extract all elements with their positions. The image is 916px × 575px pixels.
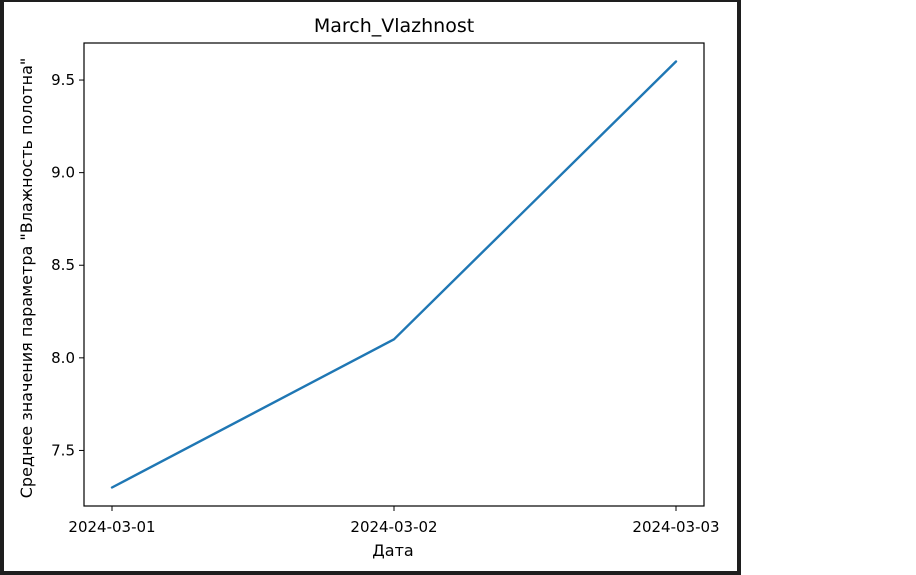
y-tick-label: 8.0	[51, 349, 75, 367]
frame-border-top	[0, 0, 741, 2]
frame-border-left	[0, 0, 4, 575]
x-axis: 2024-03-01 2024-03-02 2024-03-03	[68, 506, 720, 536]
y-tick-label: 8.5	[51, 256, 75, 274]
y-tick-label: 7.5	[51, 441, 75, 459]
y-axis: 7.5 8.0 8.5 9.0 9.5	[51, 71, 84, 459]
chart-title: March_Vlazhnost	[314, 15, 474, 37]
x-tick-label: 2024-03-03	[632, 518, 719, 536]
x-tick-label: 2024-03-02	[350, 518, 437, 536]
x-axis-title: Дата	[372, 541, 413, 560]
y-tick-label: 9.0	[51, 164, 75, 182]
y-tick-label: 9.5	[51, 71, 75, 89]
series-layer	[110, 60, 678, 489]
frame-border-right	[737, 0, 741, 575]
series-line	[110, 60, 678, 489]
y-axis-title: Среднее значения параметра "Влажность по…	[17, 58, 36, 499]
frame-border-bottom	[0, 571, 741, 575]
plot-area-frame	[83, 42, 705, 507]
x-tick-label: 2024-03-01	[68, 518, 155, 536]
